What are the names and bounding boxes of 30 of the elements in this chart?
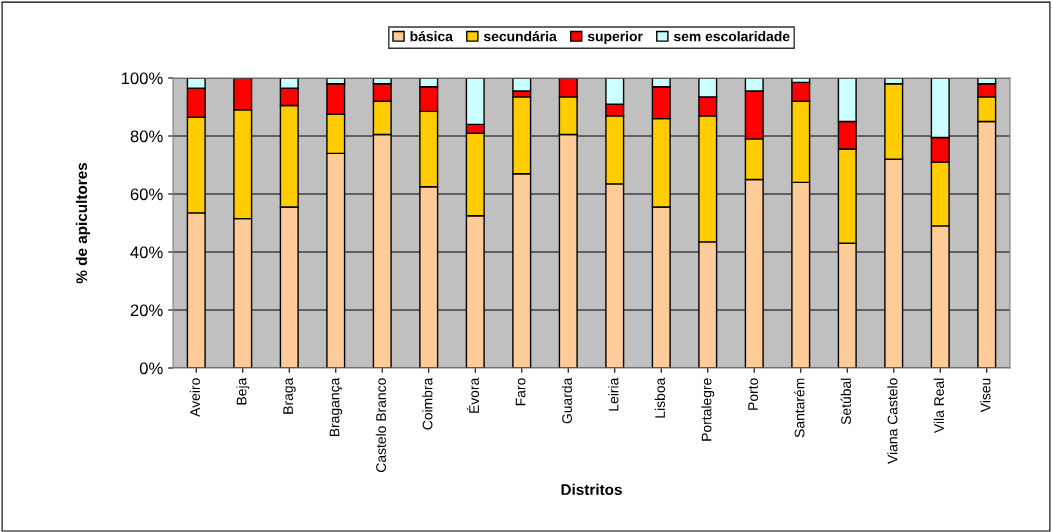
x-tick-label: Setúbal — [840, 378, 851, 425]
y-tick-label: 0% — [139, 362, 163, 375]
x-tick-label: Coimbra — [422, 377, 433, 430]
legend-label: básica — [410, 30, 453, 42]
x-tick-label: Évora — [466, 377, 479, 413]
y-tick-label: 20% — [130, 304, 163, 317]
legend-label: superior — [587, 31, 643, 45]
y-tick-label: 60% — [130, 188, 163, 201]
x-tick-label: Vila Real — [933, 378, 944, 433]
x-tick-label: Lisboa — [654, 377, 665, 418]
x-tick-label: Aveiro — [189, 378, 200, 417]
x-tick-label: Leiria — [608, 377, 619, 411]
x-tick-label: Guarda — [561, 377, 572, 424]
y-tick-label: 100% — [121, 72, 163, 85]
x-tick-label: Viana Castelo — [887, 378, 898, 464]
y-axis-title: % de apicultores — [75, 162, 91, 284]
x-tick-label: Castelo Branco — [375, 378, 386, 472]
x-tick-label: Bragança — [329, 377, 343, 437]
x-tick-label: Braga — [283, 377, 296, 414]
y-tick-label: 40% — [130, 246, 163, 259]
x-tick-label: Beja — [236, 377, 250, 405]
legend-label: secundária — [483, 30, 557, 42]
x-tick-label: Porto — [748, 378, 758, 410]
x-tick-label: Viseu — [980, 378, 991, 413]
x-tick-label: Faro — [515, 378, 526, 406]
y-tick-label: 80% — [130, 130, 163, 143]
x-axis-title: Distritos — [561, 483, 622, 496]
x-tick-label: Santarém — [794, 378, 805, 438]
x-tick-label: Portalegre — [701, 378, 715, 441]
legend-label: sem escolaridade — [673, 31, 790, 42]
